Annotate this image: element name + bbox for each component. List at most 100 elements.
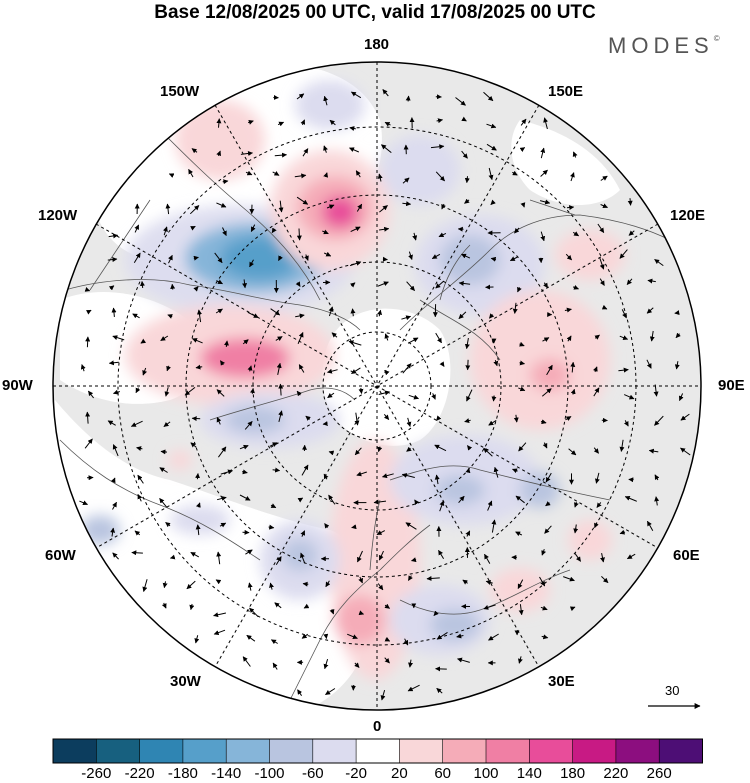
wind-vector — [405, 522, 417, 530]
wind-vector — [436, 118, 443, 124]
wind-vector — [493, 359, 499, 367]
wind-vector — [401, 315, 412, 321]
wind-vector — [354, 447, 362, 456]
wind-vector — [377, 281, 389, 287]
wind-vector — [565, 253, 572, 261]
wind-vector — [434, 444, 447, 452]
wind-vector — [217, 446, 227, 458]
wind-vector — [574, 553, 582, 562]
wind-vector — [108, 285, 115, 291]
colorbar-swatch — [269, 739, 314, 763]
wind-vector — [377, 309, 383, 317]
wind-vector — [455, 97, 466, 106]
wind-vector — [384, 636, 391, 642]
wind-vector — [348, 340, 362, 346]
wind-vector — [247, 120, 254, 125]
wind-vector — [519, 360, 525, 366]
wind-vector — [541, 549, 546, 556]
wind-vector — [383, 413, 390, 420]
wind-vector — [134, 224, 140, 233]
colorbar-tick-label: -220 — [124, 765, 155, 782]
wind-vector — [573, 524, 579, 534]
wind-vector — [619, 529, 626, 535]
wind-vector — [159, 467, 168, 473]
wind-vector — [381, 144, 392, 153]
wind-vector — [242, 279, 248, 289]
wind-vector — [572, 151, 578, 158]
wind-vector — [384, 603, 391, 609]
wind-vector — [169, 554, 176, 560]
wind-vector — [647, 278, 656, 284]
wind-vector — [301, 464, 309, 476]
wind-vector — [626, 553, 636, 560]
wind-vector — [565, 416, 572, 421]
wind-vector — [296, 228, 302, 241]
wind-vector — [278, 383, 284, 396]
lon-label-90w: 90W — [2, 377, 33, 394]
wind-vector — [377, 583, 384, 591]
colorbar-swatch — [139, 739, 184, 763]
wind-vector — [79, 500, 88, 506]
wind-vector — [216, 118, 222, 128]
colorbar-tick-label: -60 — [301, 765, 324, 782]
wind-vector — [164, 387, 170, 397]
colorbar-border — [52, 738, 703, 764]
wind-vector — [189, 603, 195, 611]
wind-vector — [541, 634, 549, 640]
wind-vector — [326, 204, 335, 210]
wind-vector — [488, 633, 499, 641]
wind-vector — [190, 551, 200, 558]
wind-vector — [518, 442, 527, 452]
wind-vector — [377, 173, 383, 182]
wind-vector — [646, 307, 654, 314]
wind-vector — [163, 421, 171, 427]
wind-vector — [349, 282, 356, 288]
wind-vector — [593, 387, 600, 397]
wind-vector — [402, 201, 412, 207]
wind-vector — [194, 635, 200, 644]
wind-vector — [517, 286, 522, 293]
wind-vector — [324, 523, 330, 529]
wind-vector — [80, 364, 86, 372]
wind-vector — [626, 278, 633, 285]
wind-vector — [351, 524, 357, 530]
wind-vector — [488, 419, 497, 426]
wind-vector — [483, 447, 493, 457]
wind-vector — [487, 500, 493, 511]
wind-vector — [216, 389, 225, 397]
wind-vector — [272, 171, 280, 176]
wind-vector — [358, 576, 363, 584]
wind-vector — [325, 580, 331, 588]
wind-vector — [512, 302, 518, 314]
wind-vector — [513, 414, 519, 423]
wind-vector — [411, 557, 417, 563]
wind-vector — [296, 196, 309, 205]
colorbar-tick-label: -140 — [211, 765, 242, 782]
wind-vector — [408, 251, 413, 260]
wind-vector — [379, 226, 390, 232]
wind-vector — [298, 364, 305, 373]
wind-vector — [192, 338, 203, 344]
wind-vector — [519, 147, 526, 153]
colorbar-swatch — [615, 739, 660, 763]
wind-vector — [464, 176, 470, 184]
colorbar-tick-label: -260 — [81, 765, 112, 782]
wind-vector — [570, 361, 576, 373]
wind-vector — [678, 393, 684, 402]
lon-label-150e: 150E — [548, 83, 584, 100]
colorbar-swatch — [182, 739, 227, 763]
map-boundary — [52, 61, 702, 711]
wind-vector — [546, 364, 553, 376]
wind-vector — [402, 177, 410, 184]
wind-vector — [619, 335, 629, 340]
wind-vector — [354, 662, 360, 668]
wind-vector — [136, 446, 143, 452]
wind-vector — [675, 332, 681, 339]
colorbar-swatch — [312, 739, 357, 763]
wind-vector — [431, 393, 436, 400]
wind-vector — [563, 576, 575, 582]
wind-vector — [323, 658, 329, 670]
wind-vector — [430, 144, 445, 150]
wind-vector — [433, 610, 439, 616]
